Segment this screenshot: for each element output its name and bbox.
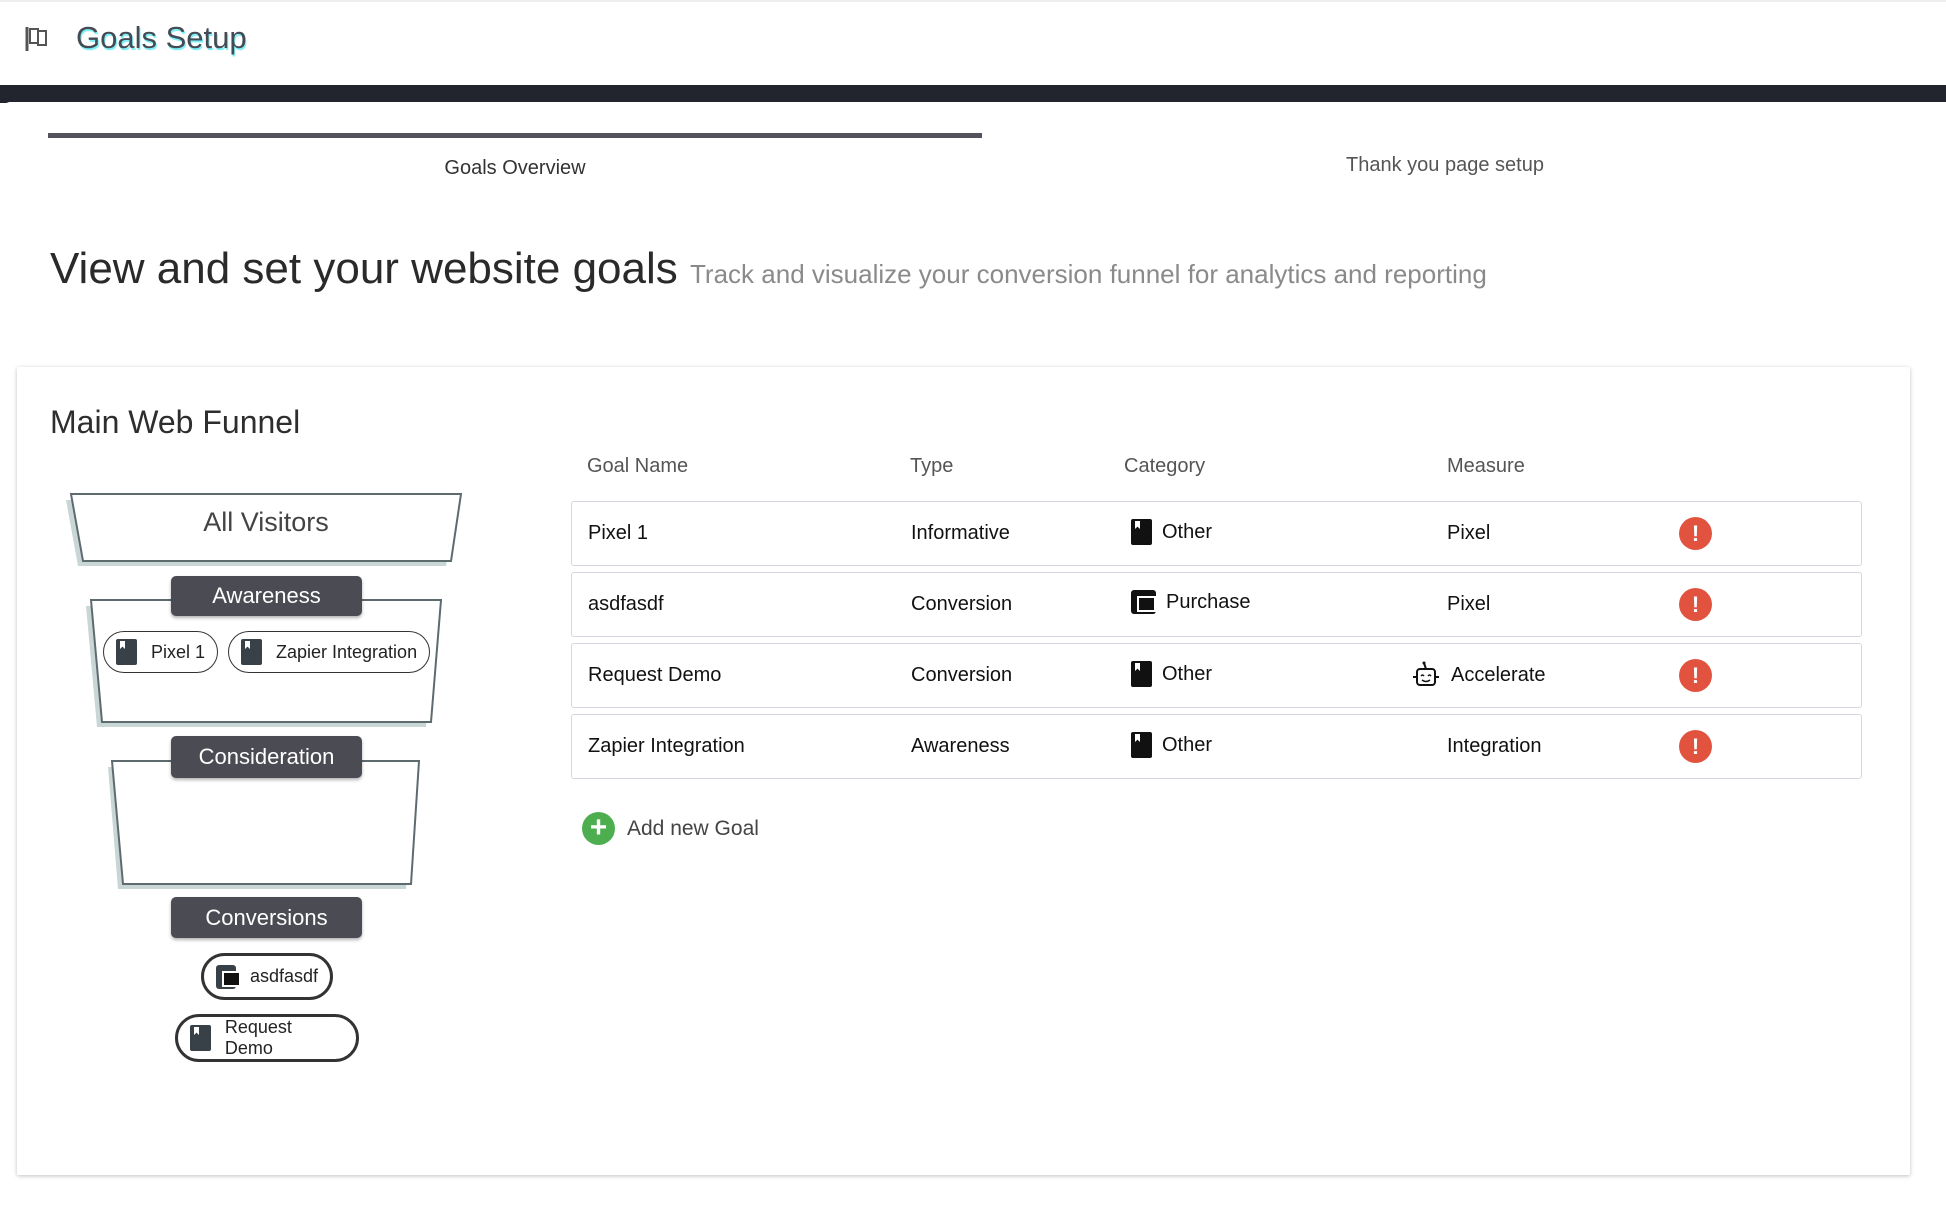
goal-measure: Accelerate <box>1411 660 1546 690</box>
goal-name: Request Demo <box>588 664 722 686</box>
measure-label: Integration <box>1447 735 1542 757</box>
plus-circle-icon: + <box>582 812 615 845</box>
column-header-type: Type <box>910 455 954 477</box>
tab-goals-overview[interactable]: Goals Overview <box>444 157 586 179</box>
pill-label: asdfasdf <box>249 966 318 986</box>
stage-label-conversions: Conversions <box>171 897 362 938</box>
column-header-measure: Measure <box>1447 455 1525 477</box>
app-header: Goals Setup <box>0 0 1946 85</box>
book-icon <box>241 639 262 665</box>
pill-label: Zapier Integration <box>276 641 418 662</box>
category-label: Other <box>1162 733 1213 756</box>
goal-measure: Integration <box>1447 735 1542 758</box>
book-icon <box>1131 661 1152 687</box>
goal-measure: Pixel <box>1447 522 1490 545</box>
goal-measure: Pixel <box>1447 593 1490 616</box>
goal-type: Conversion <box>911 593 1013 615</box>
category-label: Other <box>1162 520 1213 543</box>
category-label: Other <box>1162 662 1213 685</box>
funnel-goal-pill[interactable]: Request Demo <box>175 1014 359 1062</box>
goal-category: Purchase <box>1131 590 1251 614</box>
goal-type: Awareness <box>911 735 1010 757</box>
goal-category: Other <box>1131 732 1212 758</box>
page-subtitle: Track and visualize your conversion funn… <box>690 259 1487 289</box>
goal-type: Conversion <box>911 664 1013 686</box>
all-visitors-label: All Visitors <box>203 507 329 537</box>
funnel-goal-pill[interactable]: Pixel 1 <box>103 631 219 673</box>
book-icon <box>1131 519 1152 545</box>
alert-icon[interactable]: ! <box>1679 659 1712 692</box>
wallet-icon <box>216 964 241 989</box>
measure-label: Accelerate <box>1451 663 1546 686</box>
page-title: View and set your website goals <box>50 244 678 293</box>
book-icon <box>1131 732 1152 758</box>
column-header-goal-name: Goal Name <box>587 455 689 477</box>
funnel-goal-pill[interactable]: asdfasdf <box>201 953 333 1000</box>
category-label: Purchase <box>1166 590 1251 613</box>
active-tab-indicator <box>48 133 982 138</box>
table-row[interactable]: Zapier Integration Awareness Other Integ… <box>571 714 1862 779</box>
book-icon <box>116 639 137 665</box>
alert-icon[interactable]: ! <box>1679 588 1712 621</box>
stage-label-awareness: Awareness <box>171 576 362 616</box>
table-row[interactable]: Request Demo Conversion Other Accelerate… <box>571 643 1862 708</box>
funnel-goal-pill[interactable]: Zapier Integration <box>228 631 431 673</box>
measure-label: Pixel <box>1447 593 1491 615</box>
pill-label: Request Demo <box>224 1017 292 1058</box>
goal-name: Zapier Integration <box>588 735 745 757</box>
stage-label-consideration: Consideration <box>171 736 362 778</box>
table-row[interactable]: asdfasdf Conversion Purchase Pixel ! <box>571 572 1862 637</box>
goal-name: Pixel 1 <box>588 522 649 544</box>
add-goal-label: Add new Goal <box>627 816 759 840</box>
header-divider <box>0 85 1946 103</box>
page-heading: View and set your website goals Track an… <box>50 244 1487 294</box>
tab-thank-you-page-setup[interactable]: Thank you page setup <box>1346 154 1544 176</box>
add-new-goal-button[interactable]: + Add new Goal <box>582 812 759 845</box>
pill-label: Pixel 1 <box>151 641 206 662</box>
funnel-title: Main Web Funnel <box>50 404 301 440</box>
goal-name: asdfasdf <box>588 593 664 615</box>
alert-icon[interactable]: ! <box>1679 730 1712 763</box>
robot-icon <box>1413 661 1439 686</box>
goal-category: Other <box>1131 519 1212 545</box>
app-title: Goals Setup <box>76 20 247 55</box>
table-row[interactable]: Pixel 1 Informative Other Pixel ! <box>571 501 1862 566</box>
goal-category: Other <box>1131 661 1212 687</box>
column-header-category: Category <box>1124 455 1206 477</box>
alert-icon[interactable]: ! <box>1679 517 1712 550</box>
wallet-icon <box>1131 590 1156 614</box>
measure-label: Pixel <box>1447 522 1491 544</box>
book-icon <box>190 1025 211 1051</box>
goal-type: Informative <box>911 522 1010 544</box>
flag-icon <box>25 27 47 51</box>
